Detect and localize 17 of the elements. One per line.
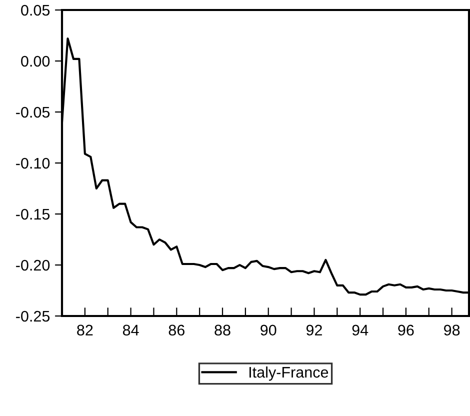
legend-label: Italy-France [250, 366, 328, 381]
y-tick-label: 0.00 [21, 56, 50, 67]
x-tick-label: 92 [306, 324, 322, 336]
x-tick-label: 98 [444, 324, 460, 336]
y-tick-label: -0.05 [16, 106, 50, 118]
y-tick-label: -0.25 [16, 310, 50, 322]
x-tick-label: 86 [168, 324, 184, 336]
y-tick-label: -0.20 [16, 260, 50, 271]
x-tick-label: 82 [77, 324, 93, 336]
x-tick-label: 88 [214, 324, 230, 336]
x-tick-label: 94 [352, 324, 368, 336]
x-tick-label: 90 [260, 324, 276, 336]
y-tick-label: -0.10 [16, 158, 50, 169]
y-tick-label: -0.15 [16, 208, 50, 220]
y-tick-label: 0.05 [21, 4, 50, 16]
x-tick-label: 96 [398, 324, 414, 336]
x-tick-label: 84 [122, 324, 139, 336]
